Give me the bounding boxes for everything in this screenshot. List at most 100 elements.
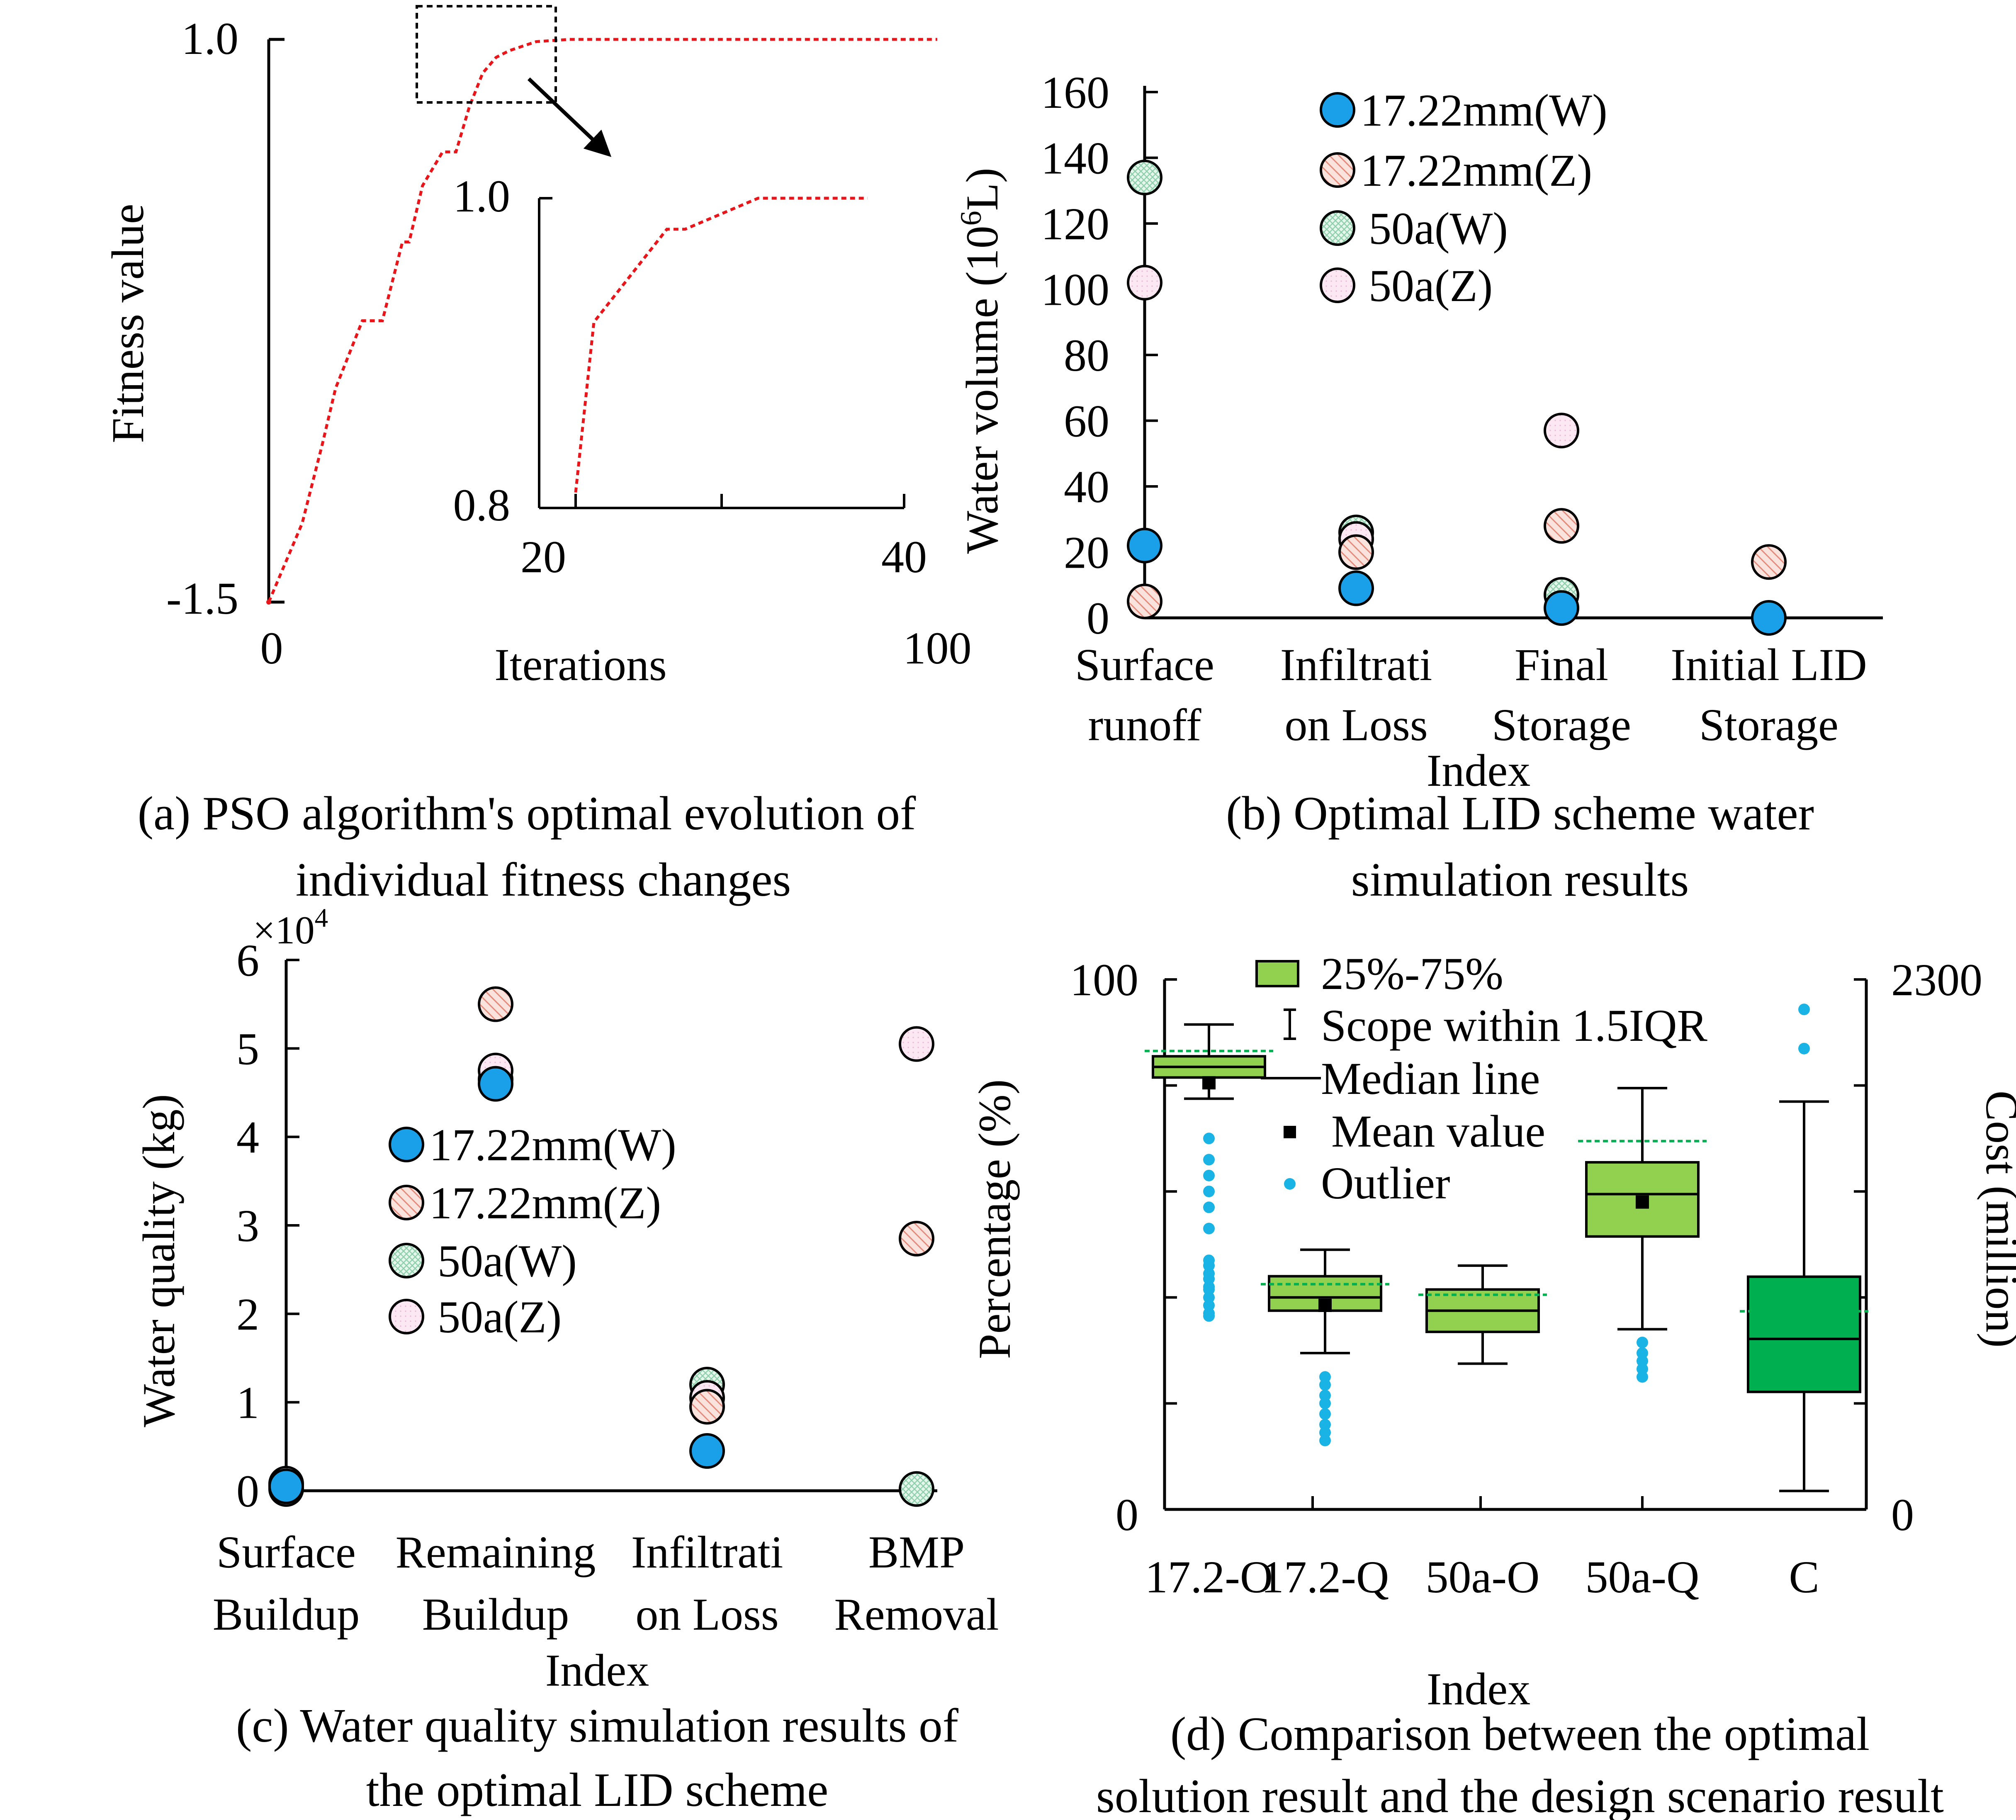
panel-b-category-label: Infiltrati bbox=[1280, 639, 1432, 690]
panel-d-outlier bbox=[1203, 1260, 1215, 1272]
panel-b-y-tick-label: 160 bbox=[1041, 67, 1109, 118]
panel-d-outlier bbox=[1203, 1273, 1215, 1285]
panel-d-outlier bbox=[1203, 1186, 1215, 1198]
panel-c-scale: ×104 bbox=[253, 903, 328, 952]
panel-a-caption-line2: individual fitness changes bbox=[296, 853, 791, 906]
panel-d-legend-label: Outlier bbox=[1321, 1158, 1450, 1208]
panel-c-ylabel: Water quality (kg) bbox=[134, 1094, 184, 1427]
panel-a-ytick-low: -1.5 bbox=[166, 573, 238, 624]
panel-b-y-tick-label: 0 bbox=[1087, 593, 1109, 644]
panel-d-category-label: 17.2-O bbox=[1145, 1552, 1273, 1602]
panel-c-legend-marker bbox=[389, 1127, 424, 1162]
panel-c-point-17.22mm(W) bbox=[268, 1468, 304, 1504]
panel-c-legend-marker bbox=[389, 1243, 424, 1278]
panel-d-outlier bbox=[1203, 1310, 1215, 1322]
panel-b-y-tick-label: 120 bbox=[1041, 199, 1109, 249]
panel-c-y-tick-label: 5 bbox=[236, 1023, 259, 1074]
panel-d-outlier bbox=[1203, 1154, 1215, 1166]
panel-d-outlier bbox=[1319, 1390, 1331, 1402]
panel-d-outlier bbox=[1637, 1355, 1648, 1367]
panel-d-mean-marker bbox=[1636, 1195, 1649, 1209]
panel-d-outlier bbox=[1637, 1336, 1648, 1349]
panel-a-inset-ytick-high: 1.0 bbox=[453, 171, 511, 221]
panel-d-outlier bbox=[1203, 1222, 1215, 1234]
panel-a-inset-ytick-low: 0.8 bbox=[453, 480, 511, 530]
panel-d-outlier bbox=[1203, 1283, 1215, 1295]
panel-d-outlier bbox=[1637, 1363, 1648, 1375]
panel-c-category-label: Remaining bbox=[396, 1527, 596, 1577]
panel-b-category-label: Initial LID bbox=[1671, 639, 1867, 690]
panel-b-point-17.22mm(W) bbox=[1544, 590, 1579, 626]
panel-b-point-17.22mm(W) bbox=[1338, 570, 1374, 606]
panel-d-outlier bbox=[1319, 1397, 1331, 1409]
panel-b-caption-line2: simulation results bbox=[1351, 853, 1689, 906]
panel-d-outlier bbox=[1319, 1419, 1331, 1431]
panel-c-legend-label: 17.22mm(Z) bbox=[429, 1178, 661, 1228]
panel-c-legend-label: 50a(Z) bbox=[438, 1292, 562, 1342]
panel-b-legend-label: 50a(Z) bbox=[1369, 260, 1493, 311]
panel-d-left-tick-high: 100 bbox=[1070, 955, 1138, 1005]
panel-b-legend-label: 50a(W) bbox=[1369, 203, 1508, 254]
panel-c-legend-label: 17.22mm(W) bbox=[429, 1120, 676, 1170]
panel-c-category-label: Surface bbox=[216, 1527, 356, 1577]
panel-c-category-label: on Loss bbox=[635, 1589, 778, 1640]
panel-d-category-label: 17.2-Q bbox=[1261, 1552, 1389, 1602]
panel-b-category-label: Surface bbox=[1075, 639, 1214, 690]
panel-c-y-tick-label: 1 bbox=[236, 1378, 259, 1428]
panel-c-point-17.22mm(Z) bbox=[689, 1389, 725, 1425]
panel-b-category-label: Storage bbox=[1492, 700, 1631, 750]
panel-b-point-17.22mm(Z) bbox=[1544, 508, 1579, 544]
panel-c-category-label: BMP bbox=[868, 1527, 965, 1577]
panel-c-y-tick-label: 2 bbox=[236, 1289, 259, 1339]
panel-a-ytick-high: 1.0 bbox=[182, 13, 239, 64]
panel-c-category-label: Buildup bbox=[422, 1589, 569, 1640]
panel-c-legend-marker bbox=[389, 1299, 424, 1334]
panel-d-legend-box-swatch bbox=[1255, 960, 1299, 987]
panel-d-category-label: 50a-O bbox=[1426, 1552, 1540, 1602]
panel-c-point-17.22mm(W) bbox=[689, 1433, 725, 1469]
panel-b-point-50a(Z) bbox=[1127, 265, 1162, 301]
panel-b-y-tick-label: 80 bbox=[1064, 330, 1109, 381]
panel-c-point-17.22mm(W) bbox=[478, 1066, 513, 1102]
panel-b-legend-marker bbox=[1320, 210, 1355, 246]
panel-a-zoom-arrow bbox=[527, 77, 612, 157]
panel-c-legend-marker bbox=[389, 1185, 424, 1220]
panel-b-category-label: Storage bbox=[1699, 700, 1838, 750]
panel-d-outlier bbox=[1319, 1426, 1331, 1439]
panel-d-category-label: 50a-Q bbox=[1586, 1552, 1700, 1602]
panel-d-mean-marker bbox=[1318, 1298, 1332, 1312]
panel-b-point-50a(W) bbox=[1127, 160, 1162, 196]
panel-c: Water quality (kg) ×104 Index (c) Water … bbox=[134, 903, 999, 1816]
panel-b-y-tick-label: 20 bbox=[1064, 527, 1109, 578]
panel-b-ylabel-sup: 6 bbox=[954, 211, 987, 226]
panel-d-caption-line2: solution result and the design scenario … bbox=[1096, 1770, 1944, 1820]
panel-b-y-tick-label: 140 bbox=[1041, 133, 1109, 184]
panel-b-point-17.22mm(Z) bbox=[1751, 544, 1787, 580]
panel-d-outlier bbox=[1319, 1434, 1331, 1446]
panel-b-caption-line1: (b) Optimal LID scheme water bbox=[1226, 787, 1814, 840]
panel-a: Fitness value Iterations -1.5 1.0 0 100 … bbox=[102, 5, 972, 906]
panel-c-scale-exp: 4 bbox=[315, 903, 328, 933]
panel-c-caption-line2: the optimal LID scheme bbox=[366, 1764, 829, 1816]
panel-b-point-17.22mm(Z) bbox=[1127, 583, 1162, 620]
panel-d-legend-label: Mean value bbox=[1331, 1106, 1545, 1157]
panel-d-legend-outlier-swatch bbox=[1284, 1178, 1296, 1190]
panel-d-xlabel: Index bbox=[1427, 1664, 1530, 1714]
panel-b-ylabel: Water volume (106L) bbox=[954, 168, 1007, 554]
panel-d-outlier bbox=[1319, 1371, 1331, 1383]
panel-b-point-17.22mm(W) bbox=[1751, 600, 1787, 636]
panel-a-fitness-line bbox=[267, 38, 937, 603]
panel-d-outlier bbox=[1203, 1132, 1215, 1144]
panel-d: Percentage (%) Cost (million) 0 100 0 23… bbox=[969, 948, 2016, 1820]
panel-d-mean-marker bbox=[1202, 1076, 1216, 1090]
panel-a-xlabel: Iterations bbox=[494, 639, 666, 690]
panel-a-zoom-box bbox=[416, 5, 557, 104]
panel-b-point-17.22mm(W) bbox=[1127, 527, 1162, 564]
panel-d-outlier bbox=[1203, 1169, 1215, 1181]
panel-b-legend-marker bbox=[1320, 92, 1355, 128]
panel-b-legend-label: 17.22mm(W) bbox=[1360, 85, 1607, 136]
panel-d-box bbox=[1747, 1275, 1861, 1393]
panel-b-ylabel-end: L) bbox=[957, 168, 1007, 211]
panel-b-y-tick-label: 100 bbox=[1041, 265, 1109, 315]
panel-d-ylabel-left: Percentage (%) bbox=[969, 1079, 1020, 1359]
